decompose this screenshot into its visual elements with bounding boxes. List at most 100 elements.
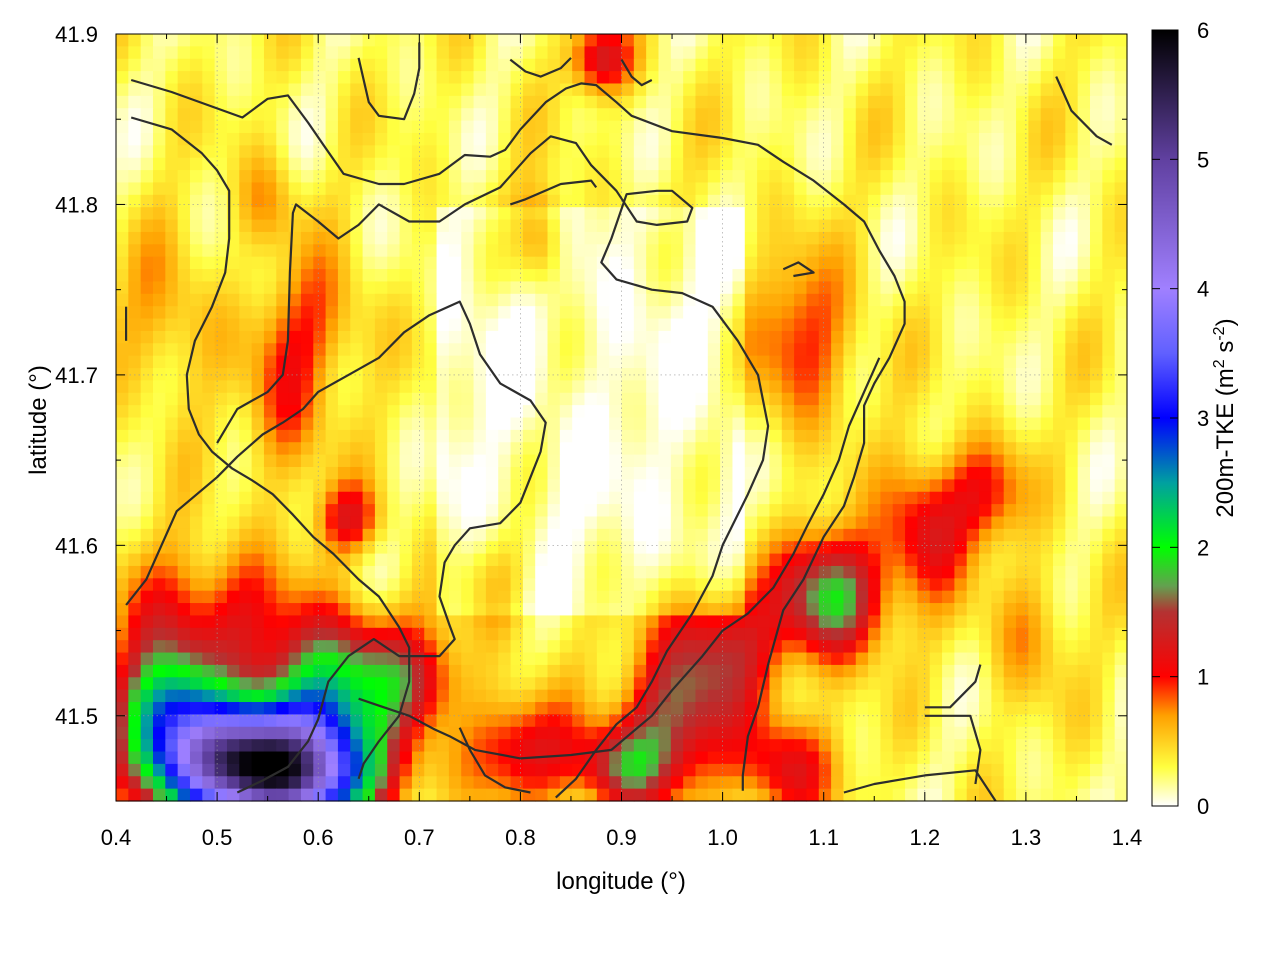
heatmap-cell (399, 306, 413, 320)
heatmap-cell (1016, 182, 1029, 196)
heatmap-cell (239, 689, 253, 703)
heatmap-cell (128, 95, 142, 109)
heatmap-cell (917, 454, 931, 468)
heatmap-cell (189, 776, 203, 790)
heatmap-cell (818, 565, 832, 579)
heatmap-cell (1114, 405, 1128, 419)
heatmap-cell (695, 95, 709, 109)
heatmap-cell (559, 454, 573, 468)
heatmap-cell (473, 466, 487, 480)
heatmap-cell (202, 157, 216, 171)
heatmap-cell (202, 392, 216, 406)
heatmap-cell (880, 281, 894, 295)
heatmap-cell (954, 640, 968, 654)
heatmap-cell (498, 207, 512, 221)
heatmap-cell (1028, 516, 1042, 530)
heatmap-cell (695, 318, 709, 332)
heatmap-cell (337, 71, 351, 85)
heatmap-cell (189, 71, 203, 85)
heatmap-cell (436, 516, 450, 530)
heatmap-cell (226, 603, 240, 617)
heatmap-cell (979, 58, 992, 72)
heatmap-cell (966, 182, 980, 196)
heatmap-cell (843, 615, 857, 629)
heatmap-cell (399, 664, 413, 678)
heatmap-cell (670, 95, 684, 109)
heatmap-cell (559, 157, 573, 171)
heatmap-cell (880, 454, 894, 468)
heatmap-cell (350, 293, 364, 307)
heatmap-cell (979, 34, 992, 47)
heatmap-cell (707, 380, 721, 394)
heatmap-cell (288, 429, 302, 443)
heatmap-cell (547, 627, 561, 641)
heatmap-cell (868, 479, 882, 493)
heatmap-cell (1102, 34, 1116, 47)
heatmap-cell (584, 689, 598, 703)
heatmap-cell (1028, 219, 1042, 233)
heatmap-cell (633, 565, 647, 579)
heatmap-cell (116, 170, 129, 184)
heatmap-cell (572, 355, 586, 369)
heatmap-cell (683, 677, 697, 691)
heatmap-cell (510, 281, 524, 295)
heatmap-cell (177, 108, 191, 122)
heatmap-cell (596, 615, 610, 629)
heatmap-cell (744, 306, 758, 320)
heatmap-cell (1016, 281, 1029, 295)
heatmap-cell (621, 256, 635, 270)
heatmap-cell (374, 244, 388, 258)
heatmap-cell (387, 689, 401, 703)
heatmap-cell (658, 194, 672, 208)
heatmap-cell (350, 244, 364, 258)
heatmap-cell (1090, 355, 1103, 369)
heatmap-cell (1077, 58, 1091, 72)
heatmap-cell (325, 479, 339, 493)
heatmap-cell (177, 578, 191, 592)
heatmap-cell (991, 256, 1005, 270)
heatmap-cell (152, 640, 166, 654)
heatmap-cell (769, 71, 783, 85)
heatmap-cell (781, 108, 795, 122)
heatmap-cell (461, 281, 475, 295)
heatmap-cell (979, 528, 992, 542)
heatmap-cell (140, 380, 154, 394)
heatmap-cell (732, 565, 746, 579)
heatmap-cell (1003, 553, 1017, 567)
heatmap-cell (152, 664, 166, 678)
heatmap-cell (1040, 429, 1054, 443)
heatmap-cell (1040, 269, 1054, 283)
heatmap-cell (522, 442, 536, 456)
heatmap-cell (1114, 207, 1128, 221)
heatmap-cell (498, 157, 512, 171)
heatmap-cell (498, 318, 512, 332)
heatmap-cell (362, 405, 376, 419)
heatmap-cell (263, 726, 277, 740)
heatmap-cell (991, 627, 1005, 641)
heatmap-cell (288, 306, 302, 320)
heatmap-cell (966, 479, 980, 493)
heatmap-cell (929, 454, 943, 468)
heatmap-cell (300, 689, 314, 703)
heatmap-cell (806, 170, 820, 184)
heatmap-cell (929, 603, 943, 617)
heatmap-cell (584, 516, 598, 530)
heatmap-cell (744, 120, 758, 134)
heatmap-cell (584, 71, 598, 85)
heatmap-cell (1102, 392, 1116, 406)
heatmap-cell (1114, 714, 1128, 728)
heatmap-cell (781, 578, 795, 592)
heatmap-cell (1090, 182, 1103, 196)
heatmap-cell (337, 330, 351, 344)
heatmap-cell (880, 516, 894, 530)
heatmap-cell (596, 132, 610, 146)
heatmap-cell (609, 664, 623, 678)
heatmap-cell (1028, 380, 1042, 394)
heatmap-cell (350, 714, 364, 728)
heatmap-cell (732, 677, 746, 691)
heatmap-cell (461, 71, 475, 85)
heatmap-cell (695, 34, 709, 47)
heatmap-cell (954, 726, 968, 740)
heatmap-cell (374, 306, 388, 320)
heatmap-cell (1077, 714, 1091, 728)
